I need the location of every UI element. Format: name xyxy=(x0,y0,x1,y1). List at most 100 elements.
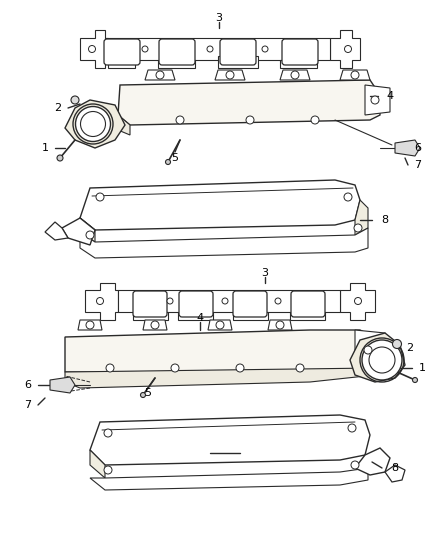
Ellipse shape xyxy=(351,71,359,79)
FancyBboxPatch shape xyxy=(291,291,325,317)
Ellipse shape xyxy=(86,231,94,239)
Polygon shape xyxy=(80,218,95,242)
Ellipse shape xyxy=(216,321,224,329)
Ellipse shape xyxy=(296,364,304,372)
FancyBboxPatch shape xyxy=(233,291,267,317)
Ellipse shape xyxy=(75,107,110,141)
Text: 8: 8 xyxy=(381,215,389,225)
Polygon shape xyxy=(365,85,390,115)
Ellipse shape xyxy=(371,96,379,104)
FancyBboxPatch shape xyxy=(104,39,140,65)
Ellipse shape xyxy=(344,193,352,201)
Ellipse shape xyxy=(166,159,170,165)
Polygon shape xyxy=(330,30,360,68)
Ellipse shape xyxy=(88,45,95,52)
Polygon shape xyxy=(145,70,175,80)
Text: 2: 2 xyxy=(406,343,413,353)
FancyBboxPatch shape xyxy=(133,291,167,317)
Ellipse shape xyxy=(369,347,395,373)
Text: 1: 1 xyxy=(42,143,49,153)
Ellipse shape xyxy=(176,116,184,124)
Ellipse shape xyxy=(364,346,372,354)
Polygon shape xyxy=(233,312,268,320)
Text: 3: 3 xyxy=(261,268,268,278)
Ellipse shape xyxy=(236,364,244,372)
Ellipse shape xyxy=(291,71,299,79)
Polygon shape xyxy=(350,333,405,382)
FancyBboxPatch shape xyxy=(159,39,195,65)
Polygon shape xyxy=(85,283,118,320)
Ellipse shape xyxy=(104,429,112,437)
Polygon shape xyxy=(355,448,390,475)
Ellipse shape xyxy=(413,377,417,383)
Ellipse shape xyxy=(275,298,281,304)
Polygon shape xyxy=(340,283,375,320)
Polygon shape xyxy=(158,60,195,68)
Ellipse shape xyxy=(311,116,319,124)
Ellipse shape xyxy=(171,364,179,372)
Polygon shape xyxy=(78,320,102,330)
Ellipse shape xyxy=(142,46,148,52)
Ellipse shape xyxy=(96,193,104,201)
Polygon shape xyxy=(45,222,68,240)
Text: 5: 5 xyxy=(145,388,152,398)
Polygon shape xyxy=(215,70,245,80)
Polygon shape xyxy=(280,70,310,80)
Polygon shape xyxy=(90,450,105,478)
Text: 1: 1 xyxy=(418,363,425,373)
Ellipse shape xyxy=(151,321,159,329)
Ellipse shape xyxy=(81,111,106,136)
Polygon shape xyxy=(62,218,95,245)
Polygon shape xyxy=(118,115,130,135)
Bar xyxy=(118,290,340,312)
Polygon shape xyxy=(90,468,368,490)
Polygon shape xyxy=(178,312,213,320)
Ellipse shape xyxy=(354,224,362,232)
Polygon shape xyxy=(80,180,360,230)
Polygon shape xyxy=(340,70,370,80)
Text: 3: 3 xyxy=(215,13,223,23)
Text: 4: 4 xyxy=(386,91,394,101)
Ellipse shape xyxy=(156,71,164,79)
Polygon shape xyxy=(80,30,108,68)
FancyBboxPatch shape xyxy=(179,291,213,317)
Polygon shape xyxy=(268,320,292,330)
Ellipse shape xyxy=(226,71,234,79)
Ellipse shape xyxy=(207,46,213,52)
Ellipse shape xyxy=(57,155,63,161)
Text: 8: 8 xyxy=(392,463,399,473)
Polygon shape xyxy=(65,360,382,388)
Polygon shape xyxy=(65,330,382,372)
FancyBboxPatch shape xyxy=(282,39,318,65)
Polygon shape xyxy=(385,465,405,482)
Ellipse shape xyxy=(262,46,268,52)
Polygon shape xyxy=(108,60,135,68)
Text: 4: 4 xyxy=(196,313,204,323)
Polygon shape xyxy=(80,228,368,258)
Bar xyxy=(105,38,330,60)
Polygon shape xyxy=(90,415,370,465)
Text: 7: 7 xyxy=(414,160,421,170)
Polygon shape xyxy=(355,200,368,235)
Polygon shape xyxy=(355,330,390,368)
Polygon shape xyxy=(118,80,380,125)
Text: 2: 2 xyxy=(54,103,62,113)
Ellipse shape xyxy=(246,116,254,124)
Ellipse shape xyxy=(96,297,103,304)
Polygon shape xyxy=(218,56,258,68)
Polygon shape xyxy=(50,377,75,393)
Polygon shape xyxy=(133,312,168,320)
Polygon shape xyxy=(290,312,325,320)
Ellipse shape xyxy=(345,45,352,52)
Text: 7: 7 xyxy=(25,400,32,410)
Ellipse shape xyxy=(351,461,359,469)
Polygon shape xyxy=(208,320,232,330)
Polygon shape xyxy=(395,140,420,156)
Text: 6: 6 xyxy=(25,380,32,390)
Text: 5: 5 xyxy=(172,153,179,163)
Ellipse shape xyxy=(348,424,356,432)
Ellipse shape xyxy=(222,298,228,304)
FancyBboxPatch shape xyxy=(220,39,256,65)
Ellipse shape xyxy=(392,340,402,349)
Ellipse shape xyxy=(104,466,112,474)
